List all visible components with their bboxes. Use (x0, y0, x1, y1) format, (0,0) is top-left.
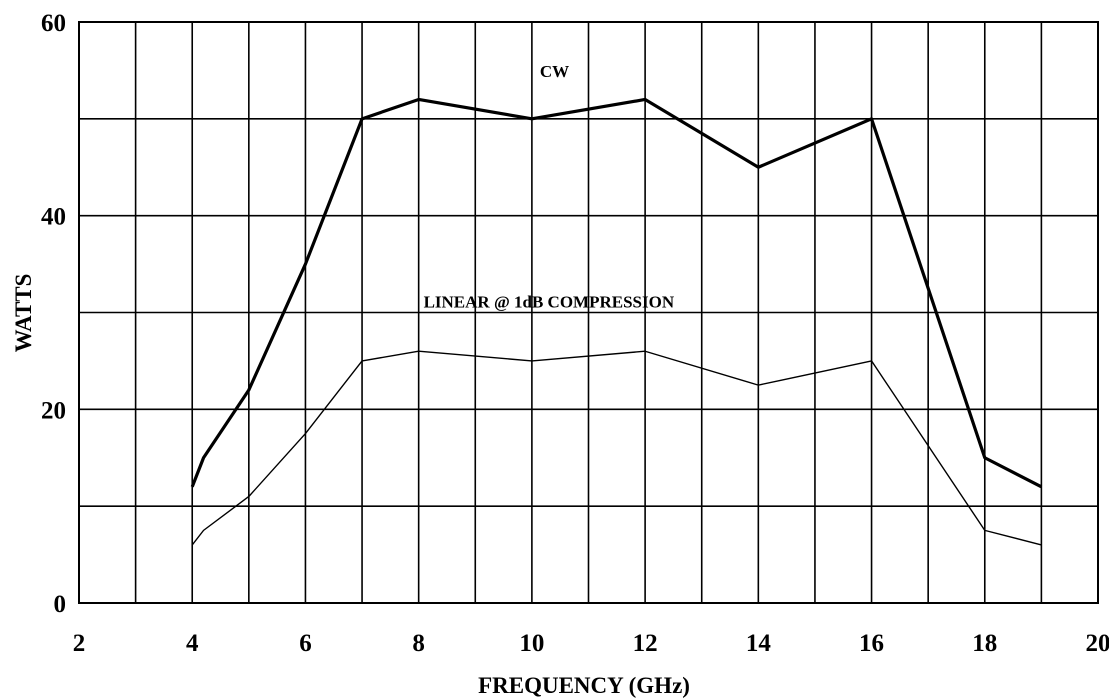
x-tick-label: 10 (519, 630, 544, 657)
x-tick-label: 8 (412, 630, 425, 657)
series-line-linear (191, 350, 1042, 546)
y-tick-label: 20 (41, 397, 66, 424)
annotation-linear: LINEAR @ 1dB COMPRESSION (424, 293, 675, 312)
series-line-cw (190, 97, 1043, 489)
y-tick-label: 40 (41, 204, 66, 231)
plot-border (78, 21, 1099, 604)
x-tick-label: 12 (633, 630, 658, 657)
x-tick-label: 6 (299, 630, 312, 657)
x-tick-label: 14 (746, 630, 772, 657)
y-axis-label: WATTS (11, 274, 36, 353)
x-axis-label: FREQUENCY (GHz) (478, 673, 690, 698)
plot-area (78, 21, 1099, 604)
y-tick-label: 60 (41, 10, 66, 37)
y-tick-label: 0 (54, 591, 67, 618)
x-tick-label: 4 (186, 630, 199, 657)
x-tick-label: 16 (859, 630, 884, 657)
x-tick-label: 20 (1086, 630, 1109, 657)
grid (79, 22, 1098, 603)
annotations: CW LINEAR @ 1dB COMPRESSION (424, 62, 675, 311)
x-tick-label: 2 (73, 630, 86, 657)
series-group (190, 97, 1043, 546)
x-tick-label: 18 (972, 630, 997, 657)
annotation-cw: CW (540, 62, 569, 81)
tick-labels: 2 4 6 8 10 12 14 16 18 20 0 20 40 60 (41, 10, 1109, 657)
